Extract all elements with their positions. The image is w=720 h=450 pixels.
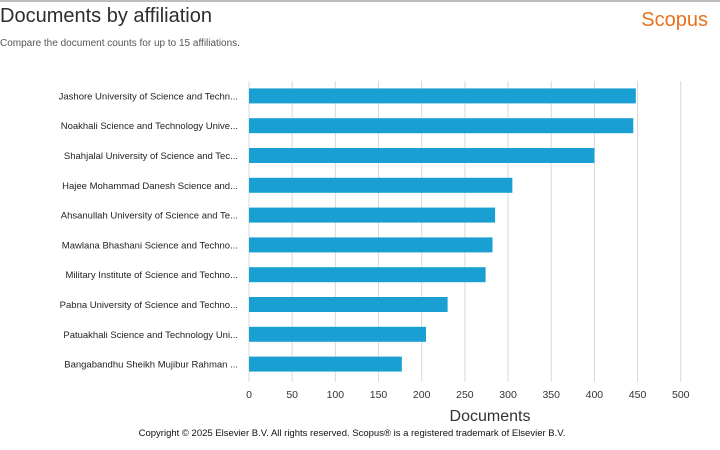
page-title: Documents by affiliation	[0, 5, 212, 27]
page-subtitle: Compare the document counts for up to 15…	[0, 38, 240, 49]
bar	[249, 118, 634, 134]
x-tick-label: 200	[413, 389, 431, 401]
x-tick-label: 400	[586, 389, 604, 401]
scopus-logo[interactable]: Scopus	[641, 9, 708, 31]
y-category-label: Ahsanullah University of Science and Te.…	[61, 211, 238, 222]
x-tick-label: 150	[370, 389, 388, 401]
bar	[249, 88, 636, 104]
bar	[249, 177, 513, 193]
bar	[249, 237, 493, 253]
y-category-label: Hajee Mohammad Danesh Science and...	[62, 181, 238, 192]
x-tick-label: 100	[327, 389, 345, 401]
copyright-notice: Copyright © 2025 Elsevier B.V. All right…	[138, 428, 566, 439]
y-category-label: Bangabandhu Sheikh Mujibur Rahman ...	[64, 360, 238, 371]
y-category-label: Patuakhali Science and Technology Uni...	[63, 330, 238, 341]
y-category-label: Noakhali Science and Technology Unive...	[61, 121, 238, 132]
x-tick-label: 350	[542, 389, 560, 401]
bar	[249, 297, 448, 312]
x-tick-label: 450	[629, 389, 647, 401]
x-tick-label: 300	[499, 389, 517, 401]
x-tick-label: 500	[672, 389, 690, 401]
y-category-label: Mawlana Bhashani Science and Techno...	[62, 240, 238, 251]
bar	[249, 267, 486, 283]
y-category-label: Pabna University of Science and Techno..…	[60, 300, 238, 311]
bar	[249, 326, 427, 342]
bar	[249, 207, 496, 223]
x-axis-title: Documents	[450, 408, 531, 425]
documents-bar-chart: 0 50 100 150 200 250 300 350 400 450 500 Jashore Un…	[59, 81, 690, 425]
x-tick-label: 250	[456, 389, 474, 401]
bar	[249, 356, 402, 372]
y-category-label: Military Institute of Science and Techno…	[66, 270, 239, 281]
y-category-label: Jashore University of Science and Techn.…	[59, 91, 238, 102]
y-category-label: Shahjalal University of Science and Tec.…	[64, 151, 238, 162]
top-border	[0, 0, 720, 2]
x-tick-label: 0	[246, 389, 252, 401]
x-tick-label: 50	[286, 389, 298, 401]
bar	[249, 148, 595, 163]
